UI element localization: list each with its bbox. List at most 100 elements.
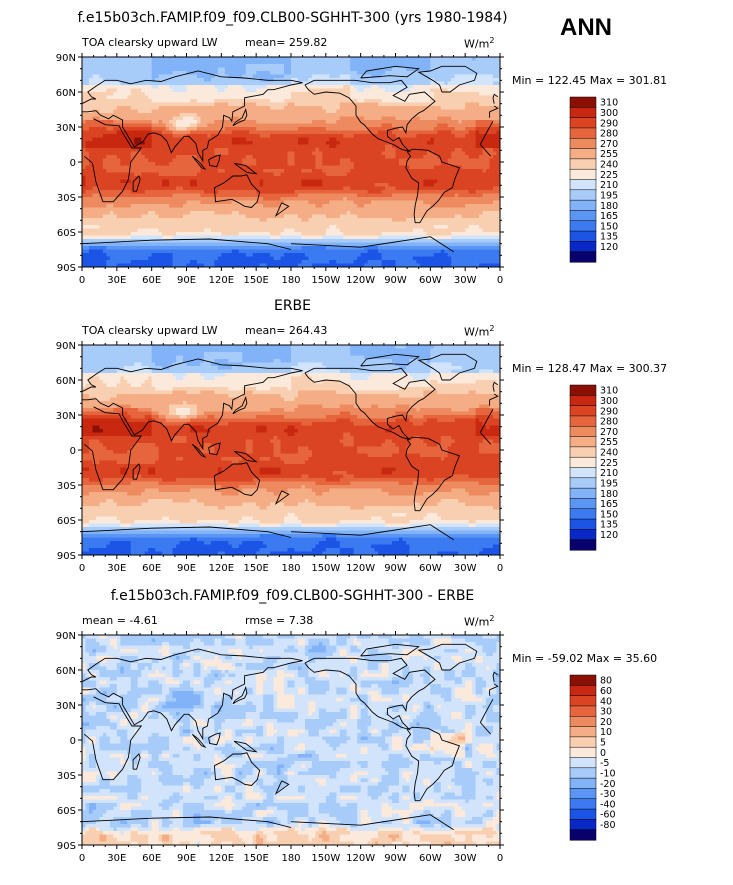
field-cell	[187, 201, 191, 205]
field-cell	[159, 61, 163, 65]
field-cell	[228, 85, 232, 89]
field-cell	[288, 183, 292, 187]
field-cell	[190, 103, 194, 107]
field-cell	[343, 134, 347, 138]
field-cell	[197, 187, 201, 191]
field-cell	[312, 183, 316, 187]
field-cell	[288, 96, 292, 100]
field-cell	[117, 120, 121, 124]
field-cell	[451, 99, 455, 103]
field-cell	[183, 103, 187, 107]
field-cell	[117, 89, 121, 93]
field-cell	[392, 152, 396, 156]
field-cell	[458, 190, 462, 194]
field-cell	[448, 141, 452, 145]
field-cell	[218, 57, 222, 61]
field-cell	[413, 145, 417, 149]
field-cell	[180, 120, 184, 124]
field-cell	[263, 113, 267, 117]
field-cell	[148, 61, 152, 65]
field-cell	[343, 145, 347, 149]
field-cell	[246, 127, 250, 131]
field-cell	[326, 194, 330, 198]
field-cell	[141, 127, 145, 131]
field-cell	[183, 197, 187, 201]
field-cell	[148, 162, 152, 166]
field-cell	[430, 159, 434, 163]
field-cell	[134, 96, 138, 100]
field-cell	[441, 166, 445, 170]
field-cell	[214, 180, 218, 184]
field-cell	[420, 99, 424, 103]
field-cell	[176, 92, 180, 96]
field-cell	[340, 190, 344, 194]
field-cell	[396, 71, 400, 75]
field-cell	[235, 78, 239, 82]
field-cell	[298, 96, 302, 100]
field-cell	[260, 197, 264, 201]
field-cell	[246, 131, 250, 135]
field-cell	[420, 103, 424, 107]
field-cell	[85, 145, 89, 149]
field-cell	[183, 141, 187, 145]
field-cell	[204, 75, 208, 79]
field-cell	[402, 106, 406, 110]
field-cell	[274, 134, 278, 138]
field-cell	[134, 61, 138, 65]
field-cell	[228, 124, 232, 128]
field-cell	[329, 148, 333, 152]
field-cell	[451, 71, 455, 75]
field-cell	[357, 96, 361, 100]
field-cell	[183, 99, 187, 103]
field-cell	[162, 155, 166, 159]
field-cell	[221, 134, 225, 138]
field-cell	[448, 82, 452, 86]
field-cell	[232, 138, 236, 142]
field-cell	[319, 96, 323, 100]
field-cell	[444, 148, 448, 152]
field-cell	[368, 197, 372, 201]
field-cell	[315, 131, 319, 135]
field-cell	[486, 134, 490, 138]
field-cell	[343, 166, 347, 170]
field-cell	[434, 117, 438, 121]
field-cell	[110, 162, 114, 166]
field-cell	[416, 85, 420, 89]
field-cell	[319, 134, 323, 138]
field-cell	[357, 113, 361, 117]
field-cell	[354, 96, 358, 100]
field-cell	[364, 110, 368, 114]
field-cell	[326, 61, 330, 65]
field-cell	[413, 162, 417, 166]
field-cell	[249, 92, 253, 96]
field-cell	[340, 64, 344, 68]
field-cell	[483, 106, 487, 110]
field-cell	[274, 131, 278, 135]
field-cell	[242, 187, 246, 191]
field-cell	[99, 148, 103, 152]
field-cell	[228, 155, 232, 159]
field-cell	[420, 131, 424, 135]
field-cell	[493, 159, 497, 163]
field-cell	[169, 173, 173, 177]
field-cell	[319, 85, 323, 89]
field-cell	[396, 113, 400, 117]
field-cell	[423, 197, 427, 201]
field-cell	[385, 110, 389, 114]
field-cell	[458, 131, 462, 135]
field-cell	[315, 71, 319, 75]
field-cell	[409, 96, 413, 100]
field-cell	[322, 71, 326, 75]
field-cell	[441, 173, 445, 177]
field-cell	[437, 124, 441, 128]
field-cell	[117, 106, 121, 110]
field-cell	[343, 64, 347, 68]
field-cell	[392, 155, 396, 159]
field-cell	[490, 176, 494, 180]
field-cell	[361, 89, 365, 93]
field-cell	[207, 134, 211, 138]
field-cell	[378, 113, 382, 117]
panel-units: W/m2	[464, 36, 494, 51]
field-cell	[228, 61, 232, 65]
field-cell	[326, 190, 330, 194]
